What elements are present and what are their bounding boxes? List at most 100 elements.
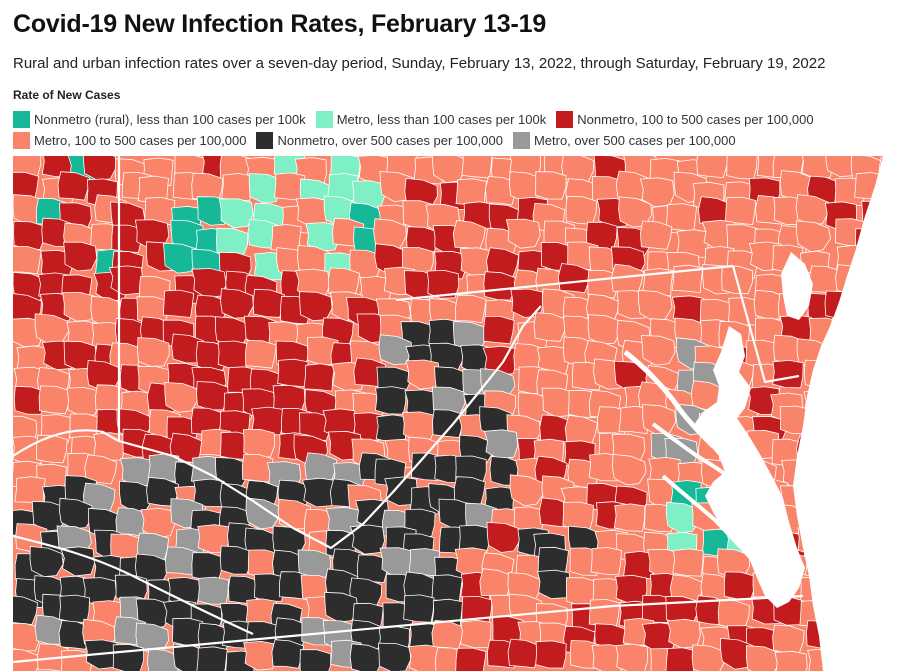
county-shape	[57, 171, 90, 201]
atlantic-ocean	[793, 156, 912, 671]
county-shape	[196, 646, 228, 671]
county-shape	[378, 334, 413, 365]
county-shape	[162, 242, 198, 274]
county-shape	[38, 385, 71, 415]
county-shape	[14, 476, 46, 505]
legend-item-metro-low: Metro, less than 100 cases per 100k	[315, 111, 547, 128]
county-shape	[146, 648, 181, 671]
county-shape	[772, 359, 804, 389]
county-shape	[411, 452, 443, 481]
county-shape	[590, 547, 622, 576]
county-shape	[66, 387, 100, 417]
county-shape	[557, 263, 591, 294]
wv-va-border	[118, 305, 542, 550]
county-shape	[36, 434, 68, 464]
county-shape	[641, 335, 676, 366]
legend-label: Metro, over 500 cases per 100,000	[533, 133, 736, 148]
county-shape	[696, 156, 729, 179]
county-shape	[665, 501, 701, 534]
county-shape	[536, 345, 570, 375]
county-shape	[83, 156, 117, 181]
county-shape	[217, 340, 250, 369]
county-shape	[245, 497, 281, 530]
county-shape	[13, 385, 46, 415]
county-shape	[801, 156, 834, 179]
county-shape	[215, 227, 249, 257]
map-svg	[13, 156, 912, 671]
county-shape	[373, 218, 407, 249]
county-shape	[587, 314, 621, 345]
county-shape	[219, 545, 252, 575]
county-shape	[562, 501, 594, 530]
legend-row-1: Nonmetro (rural), less than 100 cases pe…	[13, 109, 903, 130]
county-shape	[637, 289, 673, 322]
county-shape	[507, 638, 541, 669]
county-shape	[461, 156, 493, 179]
county-shape	[533, 312, 567, 342]
county-shape	[408, 644, 442, 671]
legend-label: Nonmetro, 100 to 500 cases per 100,000	[577, 112, 814, 127]
legend-item-nonmetro-high: Nonmetro, over 500 cases per 100,000	[256, 132, 503, 149]
chart-subtitle: Rural and urban infection rates over a s…	[13, 55, 826, 72]
county-shape	[277, 358, 309, 388]
county-shape	[613, 503, 646, 532]
county-shape	[162, 289, 195, 318]
county-shape	[795, 220, 831, 253]
county-shape	[483, 315, 515, 345]
county-shape	[774, 650, 808, 671]
county-shape	[455, 647, 487, 671]
county-shape	[795, 194, 829, 225]
county-shape	[724, 196, 757, 226]
county-shape	[455, 294, 487, 324]
legend-swatch	[556, 111, 574, 128]
county-shape	[135, 598, 171, 629]
legend-swatch	[13, 132, 30, 149]
county-shape	[691, 644, 725, 671]
county-shape	[252, 288, 285, 318]
delaware-bay	[781, 252, 813, 320]
county-shape	[642, 404, 677, 436]
county-shape	[666, 618, 701, 649]
water-layer	[623, 156, 912, 671]
county-shape	[245, 340, 277, 369]
county-shape	[401, 411, 436, 441]
legend-label: Metro, 100 to 500 cases per 100,000	[34, 133, 247, 148]
county-shape	[349, 643, 383, 671]
county-shape	[13, 595, 39, 625]
county-shape	[509, 474, 545, 507]
county-shape	[63, 241, 98, 272]
potomac-river	[623, 350, 715, 448]
county-shape	[191, 552, 224, 581]
county-shape	[587, 269, 619, 299]
chart-title: Covid-19 New Infection Rates, February 1…	[13, 10, 547, 38]
legend-item-metro-high: Metro, over 500 cases per 100,000	[512, 132, 736, 149]
legend-row-2: Metro, 100 to 500 cases per 100,000 Nonm…	[13, 130, 903, 151]
county-shape	[403, 594, 435, 623]
county-shape	[723, 571, 756, 601]
county-shape	[588, 453, 621, 482]
legend: Nonmetro (rural), less than 100 cases pe…	[13, 109, 903, 151]
county-layer	[13, 156, 912, 671]
county-shape	[13, 622, 41, 652]
pa-md-border	[395, 264, 734, 302]
county-shape	[639, 220, 673, 250]
county-shape	[29, 546, 64, 578]
county-shape	[13, 246, 42, 275]
county-shape	[218, 198, 254, 229]
county-shape	[137, 337, 170, 367]
county-shape	[193, 478, 225, 507]
county-shape	[375, 414, 408, 443]
county-shape	[591, 644, 625, 671]
york-james-rivers	[661, 474, 755, 562]
chesapeake-bay	[693, 326, 805, 608]
county-shape	[299, 412, 332, 442]
county-shape	[486, 521, 521, 553]
ky-va-border	[13, 534, 254, 636]
county-shape	[426, 269, 460, 299]
county-shape	[378, 642, 412, 671]
legend-swatch	[315, 111, 333, 128]
county-shape	[60, 546, 96, 577]
county-shape	[84, 454, 118, 485]
legend-label: Metro, less than 100 cases per 100k	[336, 112, 547, 127]
legend-label: Nonmetro, over 500 cases per 100,000	[277, 133, 503, 148]
